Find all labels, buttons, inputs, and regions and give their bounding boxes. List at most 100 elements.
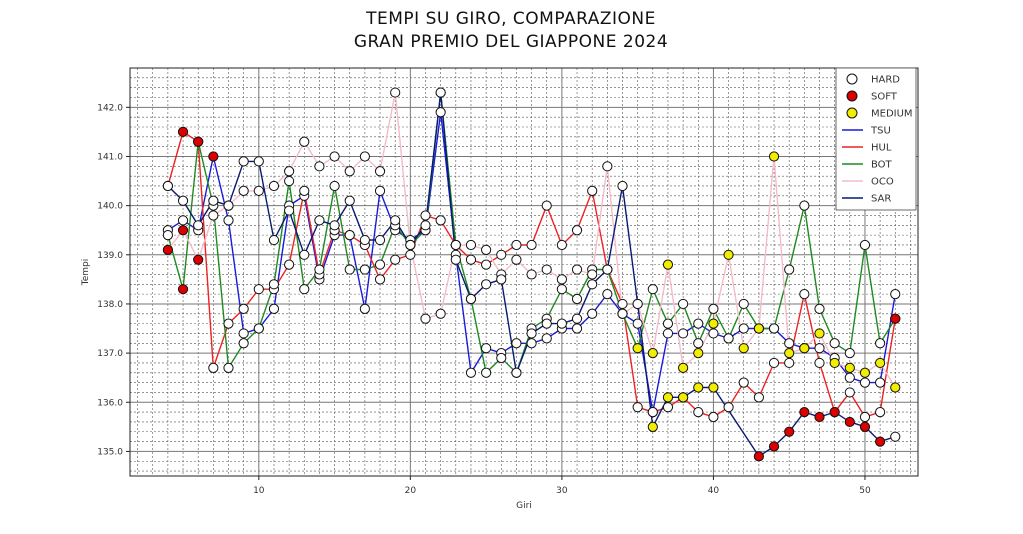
data-point-sar — [238, 156, 249, 167]
data-point-tsu — [844, 372, 855, 383]
data-point-bot — [329, 180, 340, 192]
data-point-sar — [799, 406, 810, 418]
legend-label-medium: MEDIUM — [871, 109, 913, 120]
data-point-sar — [177, 195, 189, 206]
data-point-oco — [890, 382, 901, 393]
data-point-bot — [799, 200, 810, 211]
data-point-hul — [299, 185, 310, 196]
legend-label-tsu: TSU — [870, 126, 891, 137]
data-point-oco — [465, 239, 477, 251]
data-point-sar — [617, 180, 628, 192]
data-point-bot — [875, 338, 886, 349]
x-tick-label: 30 — [556, 486, 568, 496]
data-point-hul — [571, 225, 583, 236]
data-point-oco — [193, 254, 204, 265]
data-point-sar — [678, 392, 689, 403]
data-point-oco — [450, 239, 461, 251]
data-point-hul — [556, 239, 567, 251]
data-point-oco — [723, 249, 734, 260]
data-point-oco — [284, 166, 295, 177]
data-point-tsu — [223, 215, 234, 226]
data-point-bot — [678, 298, 689, 310]
data-point-hul — [435, 215, 446, 226]
data-point-sar — [587, 279, 598, 290]
data-point-oco — [314, 161, 325, 172]
data-point-sar — [496, 274, 507, 285]
data-point-tsu — [541, 333, 552, 344]
data-point-bot — [814, 303, 825, 314]
data-point-oco — [753, 323, 764, 334]
data-point-oco — [587, 269, 598, 280]
y-tick-label: 142.0 — [97, 103, 123, 113]
data-point-tsu — [875, 377, 886, 388]
data-point-hul — [223, 318, 234, 329]
data-point-sar — [284, 205, 295, 216]
data-point-sar — [647, 421, 658, 432]
data-point-oco — [162, 244, 173, 255]
x-tick-label: 40 — [708, 486, 720, 496]
data-point-bot — [723, 333, 734, 344]
legend-label-hard: HARD — [871, 75, 900, 86]
data-point-bot — [359, 264, 370, 275]
data-point-oco — [814, 328, 825, 339]
data-point-hul — [374, 274, 386, 285]
legend-label-bot: BOT — [871, 160, 893, 171]
data-point-sar — [890, 431, 901, 442]
y-axis-label: Tempi — [81, 259, 91, 287]
data-point-hul — [253, 284, 264, 295]
data-point-tsu — [511, 338, 522, 349]
chart-title-line2: GRAN PREMIO DEL GIAPPONE 2024 — [354, 32, 668, 52]
data-point-tsu — [208, 151, 219, 162]
data-point-hul — [723, 402, 734, 413]
data-point-tsu — [602, 289, 613, 300]
data-point-hul — [238, 303, 249, 314]
data-point-oco — [875, 357, 886, 369]
data-point-bot — [162, 230, 173, 241]
legend-label-sar: SAR — [871, 194, 891, 205]
data-point-hul — [208, 362, 219, 373]
data-point-tsu — [738, 323, 749, 334]
data-point-oco — [238, 185, 249, 196]
data-point-hul — [814, 357, 825, 369]
data-point-oco — [859, 367, 871, 378]
data-point-hul — [617, 298, 628, 310]
data-point-sar — [556, 318, 567, 329]
data-point-sar — [753, 451, 764, 462]
data-point-sar — [814, 411, 825, 423]
data-point-hul — [768, 357, 780, 369]
data-point-hul — [496, 249, 507, 260]
data-point-oco — [541, 264, 552, 275]
data-point-bot — [647, 284, 658, 295]
data-point-sar — [450, 254, 461, 265]
data-point-bot — [374, 259, 386, 270]
legend-marker-soft — [846, 90, 858, 102]
data-point-bot — [496, 352, 507, 364]
data-point-oco — [799, 343, 810, 354]
data-point-sar — [541, 318, 552, 329]
data-point-hul — [284, 259, 295, 270]
data-point-sar — [708, 382, 719, 393]
data-point-hul — [647, 406, 658, 418]
x-tick-label: 50 — [859, 486, 871, 496]
data-point-oco — [420, 313, 431, 324]
y-tick-label: 140.0 — [97, 202, 123, 212]
data-point-bot — [223, 362, 234, 373]
data-point-tsu — [890, 289, 901, 300]
x-tick-label: 20 — [405, 486, 417, 496]
data-point-bot — [784, 264, 795, 275]
data-point-oco — [359, 151, 370, 162]
data-point-bot — [768, 323, 780, 334]
data-point-sar — [844, 416, 855, 428]
data-point-oco — [647, 348, 658, 359]
data-point-bot — [693, 338, 704, 349]
data-point-sar — [208, 195, 219, 206]
data-point-tsu — [238, 328, 249, 339]
data-point-bot — [571, 293, 583, 305]
data-point-sar — [435, 87, 446, 98]
data-point-bot — [284, 175, 295, 187]
data-point-oco — [268, 180, 280, 192]
data-point-hul — [844, 387, 855, 398]
data-point-oco — [435, 308, 446, 319]
data-point-sar — [784, 426, 795, 437]
